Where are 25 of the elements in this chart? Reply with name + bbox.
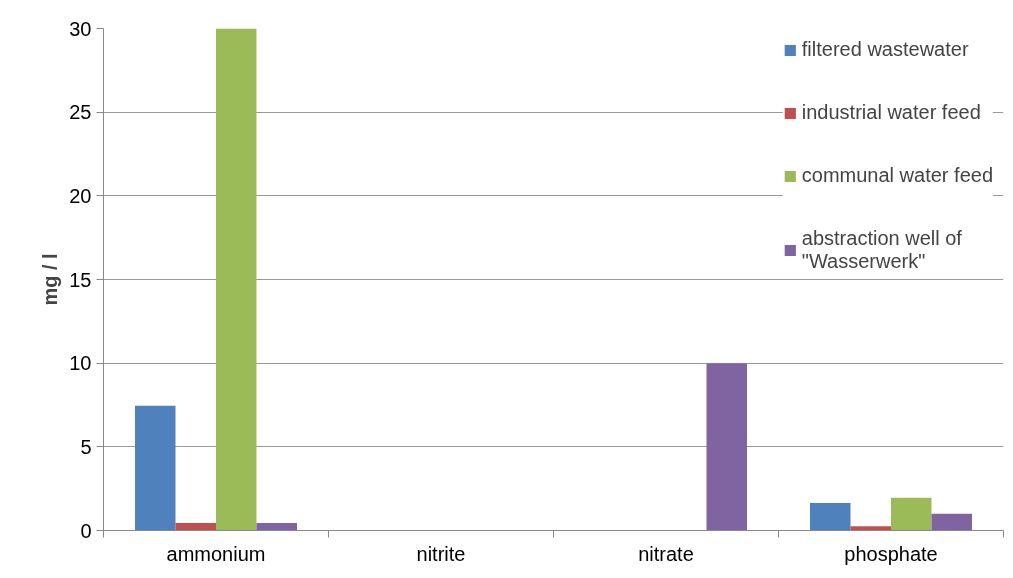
bar xyxy=(931,513,972,531)
bar xyxy=(175,522,216,531)
legend-label: filtered wastewater xyxy=(801,38,969,61)
bar xyxy=(216,28,257,531)
legend-label: abstraction well of "Wasserwerk" xyxy=(801,227,962,273)
x-tick-label: ammonium xyxy=(166,542,266,565)
y-tick-label: 30 xyxy=(69,17,92,40)
y-tick-label: 0 xyxy=(80,519,92,542)
y-tick-label: 15 xyxy=(69,268,92,291)
bar xyxy=(706,363,747,531)
y-tick-label: 10 xyxy=(69,352,92,375)
x-tick-label: phosphate xyxy=(844,542,938,565)
legend-label: industrial water feed xyxy=(801,101,981,124)
bar xyxy=(891,497,932,531)
y-tick-label: 25 xyxy=(69,101,92,124)
y-axis-title: mg / l xyxy=(39,253,62,306)
bar xyxy=(135,405,176,531)
y-tick-label: 20 xyxy=(69,184,92,207)
x-tick-label: nitrate xyxy=(638,542,694,565)
bar xyxy=(256,522,297,531)
y-tick-label: 5 xyxy=(80,435,92,458)
bar xyxy=(810,502,851,531)
x-tick-label: nitrite xyxy=(416,542,466,565)
bar xyxy=(850,526,891,531)
legend-label: communal water feed xyxy=(801,164,993,187)
